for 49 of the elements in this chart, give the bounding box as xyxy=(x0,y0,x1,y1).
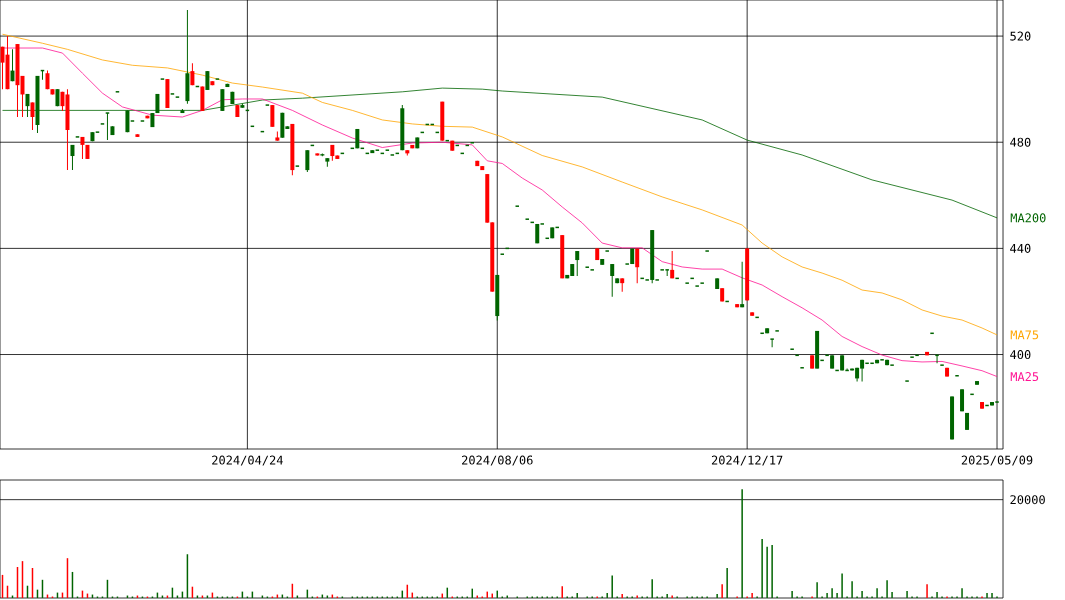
candlestick xyxy=(495,274,500,322)
y-tick-label: 400 xyxy=(1010,349,1031,360)
candlestick xyxy=(15,43,20,118)
candlestick xyxy=(185,9,190,105)
y-tick-label: 520 xyxy=(1010,31,1031,41)
candlestick xyxy=(10,48,15,82)
x-tick-label: 2024/04/24 xyxy=(212,455,283,466)
candlestick xyxy=(290,123,295,176)
y-tick-label: 440 xyxy=(1010,243,1031,253)
candlestick xyxy=(575,250,580,277)
candlestick xyxy=(200,86,205,112)
y-tick-label: 480 xyxy=(1010,137,1031,147)
candlestick xyxy=(205,70,210,91)
candlestick xyxy=(769,338,775,348)
candlestick xyxy=(190,62,195,86)
candlestick xyxy=(815,330,820,370)
x-tick-label: 2025/05/09 xyxy=(961,455,1033,466)
candlestick xyxy=(560,234,565,279)
candlestick xyxy=(155,93,160,114)
candlestick xyxy=(635,248,640,284)
candlestick xyxy=(70,144,75,171)
candlestick xyxy=(30,101,35,131)
candlestick xyxy=(950,395,955,440)
candlestick xyxy=(670,250,675,279)
candlestick xyxy=(610,263,615,298)
candlestick xyxy=(305,149,310,173)
candlestick xyxy=(125,109,130,133)
candlestick xyxy=(280,112,285,139)
line-series xyxy=(2,47,998,377)
candlestick xyxy=(80,136,85,160)
candlestick xyxy=(535,223,540,244)
series-label: MA75 xyxy=(1010,330,1039,340)
candlestick xyxy=(440,101,445,142)
candlestick xyxy=(355,128,360,149)
candlestick xyxy=(0,46,5,90)
candlestick xyxy=(400,104,405,151)
line-series xyxy=(2,33,998,336)
candlestick xyxy=(745,247,750,301)
candlestick xyxy=(960,388,965,412)
candlestick xyxy=(270,104,275,128)
series-label: MA200 xyxy=(1010,213,1046,223)
candlestick xyxy=(45,70,50,90)
candlestick xyxy=(165,78,170,109)
x-tick-label: 2024/08/06 xyxy=(462,455,533,466)
x-tick-label: 2024/12/17 xyxy=(711,455,783,466)
y-tick-label: 20000 xyxy=(1010,495,1045,505)
candlestick xyxy=(740,261,745,308)
series-label: MA25 xyxy=(1010,372,1039,382)
candlestick xyxy=(25,93,30,118)
